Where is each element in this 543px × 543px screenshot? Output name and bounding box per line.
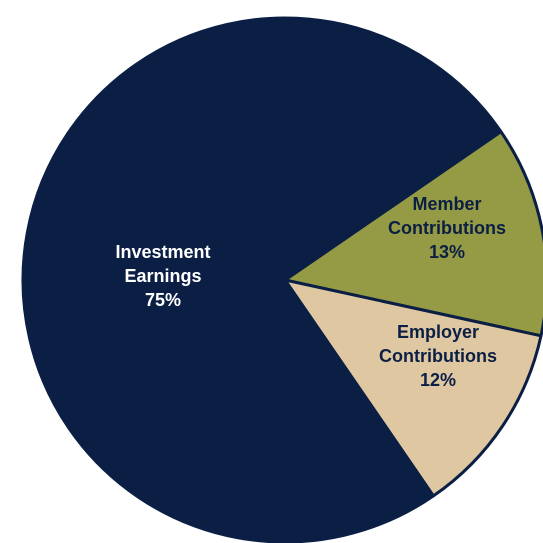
slice-label-investment-earnings: Investment Earnings 75% (115, 242, 210, 310)
pie-slice-employer-contributions (283, 278, 543, 498)
slice-label-line: Contributions (379, 346, 497, 366)
slice-value-label: 13% (429, 242, 465, 262)
slice-label-line: Employer (397, 322, 479, 342)
slice-value-label: 12% (420, 370, 456, 390)
slice-label-line: Contributions (388, 218, 506, 238)
slice-label-line: Investment (115, 242, 210, 262)
slice-label-line: Member (412, 194, 481, 214)
slice-label-member-contributions: Member Contributions 13% (388, 194, 506, 262)
pie-labels: Investment Earnings 75% Member Contributions… (115, 194, 506, 390)
pie-slice-member-contributions (283, 130, 543, 338)
slice-label-employer-contributions: Employer Contributions 12% (379, 322, 497, 390)
pie-slices (21, 16, 543, 543)
slice-label-line: Earnings (124, 266, 201, 286)
pie-slice-investment-earnings (21, 16, 503, 543)
slice-value-label: 75% (145, 290, 181, 310)
